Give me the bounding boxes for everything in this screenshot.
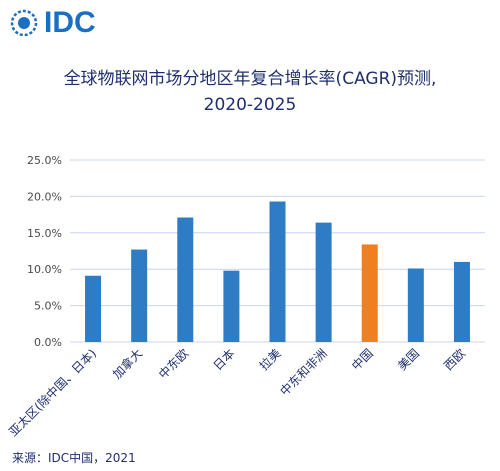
y-tick-label: 5.0% [34, 300, 62, 313]
x-tick-label: 中东和非洲 [277, 346, 330, 399]
logo-text: IDC [44, 6, 96, 39]
chart-title-block: 全球物联网市场分地区年复合增长率(CAGR)预测, 2020-2025 [0, 66, 500, 118]
y-tick-label: 15.0% [27, 227, 62, 240]
x-tick-label: 中国 [348, 346, 376, 374]
y-tick-label: 25.0% [27, 154, 62, 167]
bar [177, 217, 194, 342]
x-tick-label: 拉美 [256, 346, 284, 374]
bar [223, 270, 240, 342]
x-tick-label: 中东欧 [155, 346, 191, 382]
x-tick-label: 西欧 [441, 346, 468, 373]
x-tick-label: 日本 [211, 346, 238, 373]
bar [407, 268, 424, 342]
y-tick-label: 0.0% [34, 336, 62, 349]
x-tick-label: 加拿大 [109, 346, 145, 382]
bar [85, 275, 102, 342]
chart-title: 全球物联网市场分地区年复合增长率(CAGR)预测, [63, 69, 437, 89]
bar [453, 261, 470, 342]
bar [269, 201, 286, 342]
idc-logo: IDC [10, 6, 96, 40]
chart-subtitle: 2020-2025 [203, 95, 297, 115]
bar [131, 249, 148, 342]
source-note: 来源：IDC中国，2021 [12, 451, 136, 465]
y-tick-label: 10.0% [27, 263, 62, 276]
x-tick-label: 美国 [395, 346, 422, 373]
bar [361, 244, 378, 342]
y-tick-label: 20.0% [27, 190, 62, 203]
x-tick-label: 亚太区(除中国、日本) [6, 346, 100, 440]
bar [315, 222, 332, 342]
idc-globe-icon [10, 9, 38, 37]
